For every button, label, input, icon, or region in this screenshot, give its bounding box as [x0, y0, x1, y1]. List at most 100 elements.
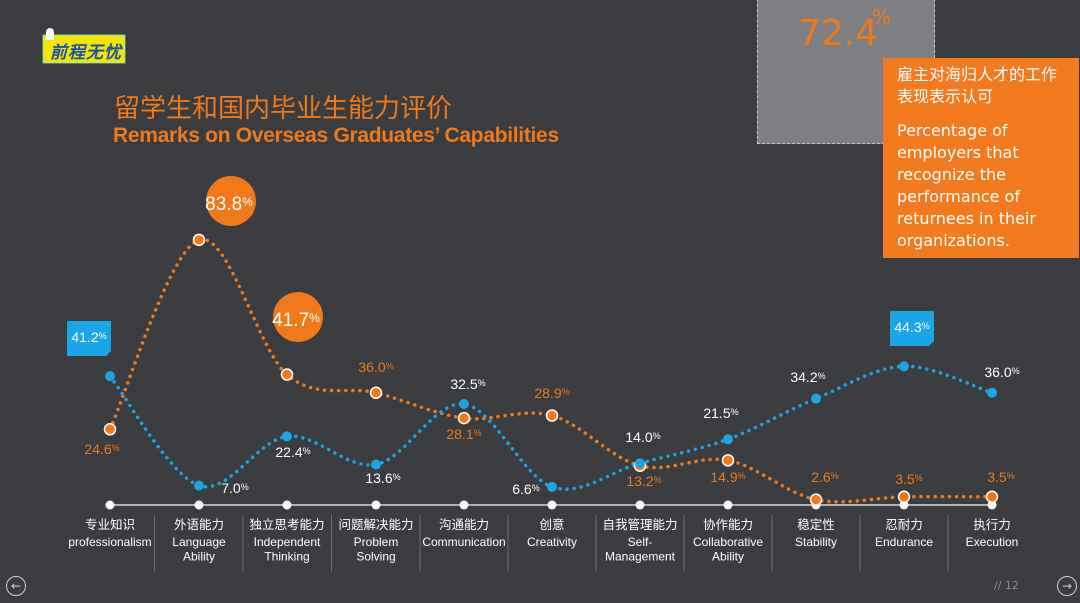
category-label-cn: 自我管理能力: [602, 517, 677, 532]
category-label-cn: 问题解决能力: [338, 517, 413, 532]
page-number: // 12: [994, 579, 1019, 592]
stat-unit: %: [872, 5, 892, 29]
overseas-data-point: [280, 368, 294, 381]
domestic-value-label: 36.0%: [984, 364, 1019, 380]
logo-text: 前程无忧: [50, 43, 122, 63]
category-label-cn: 稳定性: [797, 517, 835, 532]
domestic-data-point: [105, 371, 115, 382]
chart-title-en: Remarks on Overseas Graduates’ Capabilit…: [113, 124, 559, 147]
arrow-left-circle-icon[interactable]: ←: [6, 576, 26, 596]
x-axis-tick: [459, 500, 469, 510]
domestic-data-point: [371, 459, 381, 470]
stat-value: 72.4: [798, 13, 879, 54]
domestic-data-point: [194, 480, 204, 491]
domestic-series-line: [108, 364, 994, 491]
overseas-data-point: [192, 233, 206, 247]
domestic-value-label: 6.6%: [512, 481, 539, 497]
x-axis-tick: [282, 500, 292, 510]
x-axis-tick: [635, 500, 645, 510]
stat-description-en: Percentage of employers that recognize t…: [897, 121, 1036, 250]
domestic-data-point: [547, 481, 557, 492]
stat-description-card: 雇主对海归人才的工作表现表示认可 Percentage of employers…: [883, 58, 1079, 258]
domestic-data-point: [723, 434, 733, 445]
domestic-value-label: 22.4%: [275, 444, 310, 460]
domestic-data-point: [635, 458, 645, 469]
category-label-en: Creativity: [527, 535, 577, 549]
category-label-en: Endurance: [875, 535, 933, 549]
category-label-cn: 执行力: [973, 517, 1011, 532]
chart-title-cn: 留学生和国内毕业生能力评价: [114, 94, 453, 124]
category-label-cn: 忍耐力: [885, 517, 923, 532]
category-label-cn: 外语能力: [174, 517, 224, 532]
cursor-icon: [46, 28, 54, 40]
category-label-en: Language: [172, 535, 226, 549]
overseas-data-point: [985, 490, 999, 504]
x-axis-tick: [987, 500, 997, 510]
overseas-value-label: 28.9%: [534, 385, 569, 401]
logo: 前程无忧: [42, 28, 126, 64]
stat-description-cn: 雇主对海归人才的工作表现表示认可: [897, 65, 1058, 106]
x-axis-tick: [723, 500, 733, 510]
domestic-value-label: 7.0%: [221, 480, 248, 496]
x-axis-tick: [899, 500, 909, 510]
category-label-en: Ability: [712, 550, 744, 564]
overseas-data-point: [545, 409, 559, 422]
category-label-cn: 专业知识: [85, 517, 135, 532]
x-axis-tick: [105, 500, 115, 510]
overseas-value-label: 36.0%: [358, 359, 393, 375]
category-label-cn: 协作能力: [703, 517, 753, 532]
x-axis-tick: [547, 500, 557, 510]
category-label-en: Self-: [628, 535, 653, 549]
category-label-cn: 沟通能力: [439, 517, 489, 532]
overseas-value-label: 14.9%: [710, 469, 745, 485]
domestic-value-label: 32.5%: [450, 376, 485, 392]
overseas-data-point: [809, 493, 823, 506]
arrow-right-circle-icon[interactable]: →: [1057, 576, 1077, 596]
category-label-en: Solving: [356, 550, 395, 564]
category-label-en: Ability: [183, 550, 215, 564]
overseas-data-point: [721, 454, 735, 467]
overseas-value-bubble: [206, 176, 256, 226]
x-axis-tick: [194, 500, 204, 510]
domestic-value-label: 34.2%: [790, 369, 825, 385]
overseas-value-label: 3.5%: [987, 469, 1014, 485]
overseas-value-label: 3.5%: [895, 471, 922, 487]
category-label-cn: 创意: [539, 517, 564, 532]
overseas-value-label: 13.2%: [626, 473, 661, 489]
category-label-en: Independent: [254, 535, 321, 549]
domestic-data-point: [459, 399, 469, 409]
category-label-en: Management: [605, 550, 676, 564]
category-label-en: Problem: [354, 535, 399, 549]
overseas-value-label: 2.6%: [811, 469, 838, 485]
domestic-data-point: [282, 431, 292, 442]
overseas-data-point: [457, 411, 471, 425]
category-label-en: Collaborative: [693, 535, 763, 549]
domestic-value-callout: [890, 311, 934, 346]
domestic-value-label: 44.3%: [894, 319, 929, 335]
overseas-value-label: 41.7%: [272, 310, 320, 331]
category-label-en: Thinking: [264, 550, 309, 564]
domestic-data-point: [811, 393, 821, 404]
category-label-en: Communication: [422, 535, 505, 549]
domestic-data-point: [987, 387, 997, 398]
overseas-data-point: [369, 386, 383, 400]
domestic-value-label: 13.6%: [365, 470, 400, 486]
overseas-value-bubble: [273, 292, 323, 342]
domestic-value-callout: [67, 321, 111, 356]
domestic-value-label: 21.5%: [703, 405, 738, 421]
category-label-cn: 独立思考能力: [249, 517, 324, 532]
overseas-value-label: 28.1%: [446, 426, 481, 442]
overseas-data-point: [897, 490, 911, 504]
category-label-en: professionalism: [68, 535, 151, 549]
overseas-data-point: [103, 423, 117, 436]
domestic-data-point: [899, 361, 909, 372]
domestic-value-label: 14.0%: [625, 429, 660, 445]
overseas-value-label: 24.6%: [84, 441, 119, 457]
category-label-en: Stability: [795, 535, 837, 549]
category-label-en: Execution: [966, 535, 1019, 549]
x-axis-tick: [371, 500, 381, 510]
domestic-value-label: 41.2%: [71, 329, 106, 345]
overseas-value-label: 83.8%: [205, 194, 253, 215]
overseas-series-line: [108, 238, 994, 504]
